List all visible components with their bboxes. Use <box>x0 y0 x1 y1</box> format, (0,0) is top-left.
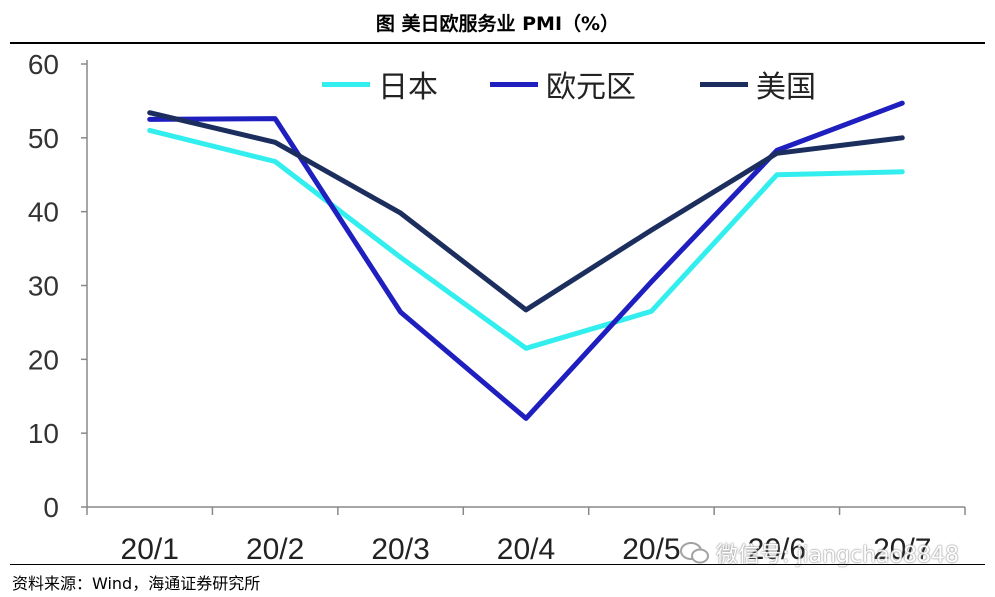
series-line <box>147 110 905 313</box>
line-chart: 0 10 20 30 40 50 60 20/1 20/2 20/3 20/4 20/5 20/6 20/… <box>28 49 966 564</box>
x-tick-label: 20/5 <box>622 533 680 564</box>
y-tick-label: 30 <box>28 271 59 302</box>
x-tick-label: 20/3 <box>371 533 429 564</box>
legend-label: 日本 <box>378 70 438 105</box>
y-tick-label: 40 <box>28 197 59 228</box>
source-note: 资料来源：Wind，海通证券研究所 <box>12 574 261 593</box>
y-tick-label: 20 <box>28 344 59 375</box>
y-tick-label: 10 <box>28 418 59 449</box>
title-bar: 图 美日欧服务业 PMI（%） <box>10 0 985 44</box>
x-tick-label: 20/2 <box>246 533 304 564</box>
footer-rule <box>10 564 985 565</box>
legend-swatch <box>490 81 538 87</box>
x-tick-label: 20/1 <box>121 533 179 564</box>
legend-item: 美国 <box>700 62 816 106</box>
x-tick-label: 20/6 <box>748 533 806 564</box>
legend-item: 欧元区 <box>490 62 636 106</box>
watermark-text: 微信号: jiangchao8848 <box>716 543 959 568</box>
chart-title: 图 美日欧服务业 PMI（%） <box>375 13 620 35</box>
watermark: 微信号: jiangchao8848 <box>680 537 959 569</box>
legend-label: 美国 <box>756 70 816 105</box>
y-tick-label: 60 <box>28 49 59 80</box>
y-tick-label: 50 <box>28 123 59 154</box>
x-tick-label: 20/7 <box>873 533 931 564</box>
legend-label: 欧元区 <box>546 70 636 105</box>
series-line <box>147 127 905 351</box>
y-tick-label: 0 <box>43 492 59 523</box>
legend-swatch <box>322 81 370 87</box>
legend-swatch <box>700 81 748 87</box>
wechat-icon <box>680 542 709 564</box>
x-tick-label: 20/4 <box>497 533 555 564</box>
series-line <box>147 100 905 421</box>
legend-item: 日本 <box>322 62 438 106</box>
